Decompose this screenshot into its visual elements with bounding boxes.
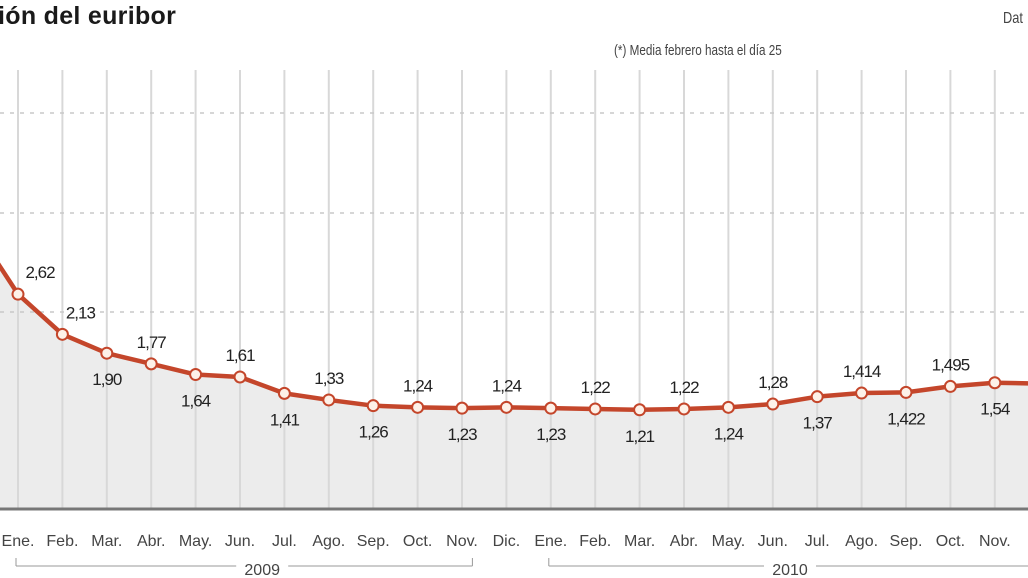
data-point-marker [100, 346, 114, 360]
x-tick-label: May. [179, 533, 212, 550]
x-tick-label: Abr. [670, 533, 698, 550]
x-tick-label: Ene. [2, 533, 35, 550]
data-point-marker [988, 376, 1002, 390]
data-point-marker [11, 287, 25, 301]
area-fill [0, 266, 1028, 509]
data-label: 2,62 [25, 263, 55, 282]
x-tick-label: Mar. [624, 533, 655, 550]
data-point-marker [544, 401, 558, 415]
chart-title: ión del euribor [0, 2, 177, 30]
x-tick-label: Nov. [446, 533, 478, 550]
x-tick-label: Ago. [312, 533, 345, 550]
x-tick-label: Feb. [579, 533, 611, 550]
data-label: 1,21 [625, 427, 655, 446]
data-point-marker [855, 386, 869, 400]
x-tick-label: Sep. [890, 533, 923, 550]
data-label: 1,422 [887, 409, 925, 428]
data-point-marker [810, 390, 824, 404]
data-label: 1,61 [225, 346, 255, 365]
data-point-marker [943, 379, 957, 393]
data-label: 1,64 [181, 392, 211, 411]
data-label: 1,26 [359, 423, 389, 442]
data-point-marker [144, 357, 158, 371]
x-tick-label: Jun. [225, 533, 255, 550]
data-point-marker [677, 402, 691, 416]
data-point-marker [366, 399, 380, 413]
data-label: 1,24 [714, 424, 744, 443]
data-label: 1,77 [137, 333, 167, 352]
data-point-marker [189, 368, 203, 382]
x-tick-label: Abr. [137, 533, 165, 550]
x-tick-label: Jun. [758, 533, 788, 550]
data-label: 1,28 [758, 373, 788, 392]
data-point-marker [411, 400, 425, 414]
x-tick-label: Oct. [936, 533, 965, 550]
x-tick-label: Sep. [357, 533, 390, 550]
data-label: 1,54 [980, 400, 1010, 419]
data-label: 1,23 [536, 425, 566, 444]
data-point-marker [233, 370, 247, 384]
data-label: 1,37 [803, 414, 833, 433]
data-label: 1,22 [669, 378, 699, 397]
data-label: 1,33 [314, 369, 344, 388]
data-label: 1,24 [403, 376, 433, 395]
data-label: 2,13 [66, 303, 96, 322]
year-label: 2010 [772, 562, 808, 578]
x-tick-label: Jul. [272, 533, 297, 550]
x-tick-label: Ago. [845, 533, 878, 550]
data-point-marker [633, 403, 647, 417]
data-label: 1,23 [447, 425, 477, 444]
data-label: 1,495 [932, 355, 970, 374]
data-point-marker [899, 385, 913, 399]
data-label: 1,90 [92, 370, 122, 389]
year-label: 2009 [244, 562, 280, 578]
x-tick-label: May. [712, 533, 745, 550]
x-tick-label: Feb. [46, 533, 78, 550]
x-tick-label: Jul. [805, 533, 830, 550]
data-point-marker [55, 327, 69, 341]
x-tick-label: Mar. [91, 533, 122, 550]
data-label: 1,41 [270, 410, 300, 429]
x-tick-label: Ene. [534, 533, 567, 550]
data-point-marker [588, 402, 602, 416]
data-label: 1,414 [843, 362, 881, 381]
data-point-marker [277, 386, 291, 400]
data-label: 1,24 [492, 376, 522, 395]
data-point-marker [322, 393, 336, 407]
data-point-marker [499, 400, 513, 414]
data-label: 1,22 [581, 378, 611, 397]
chart-note: (*) Media febrero hasta el día 25 [614, 42, 782, 59]
data-point-marker [766, 397, 780, 411]
data-point-marker [721, 400, 735, 414]
x-tick-label: Nov. [979, 533, 1011, 550]
data-point-marker [455, 401, 469, 415]
x-tick-label: Oct. [403, 533, 432, 550]
x-tick-label: Dic. [493, 533, 521, 550]
source-label: Dat [1003, 10, 1023, 27]
